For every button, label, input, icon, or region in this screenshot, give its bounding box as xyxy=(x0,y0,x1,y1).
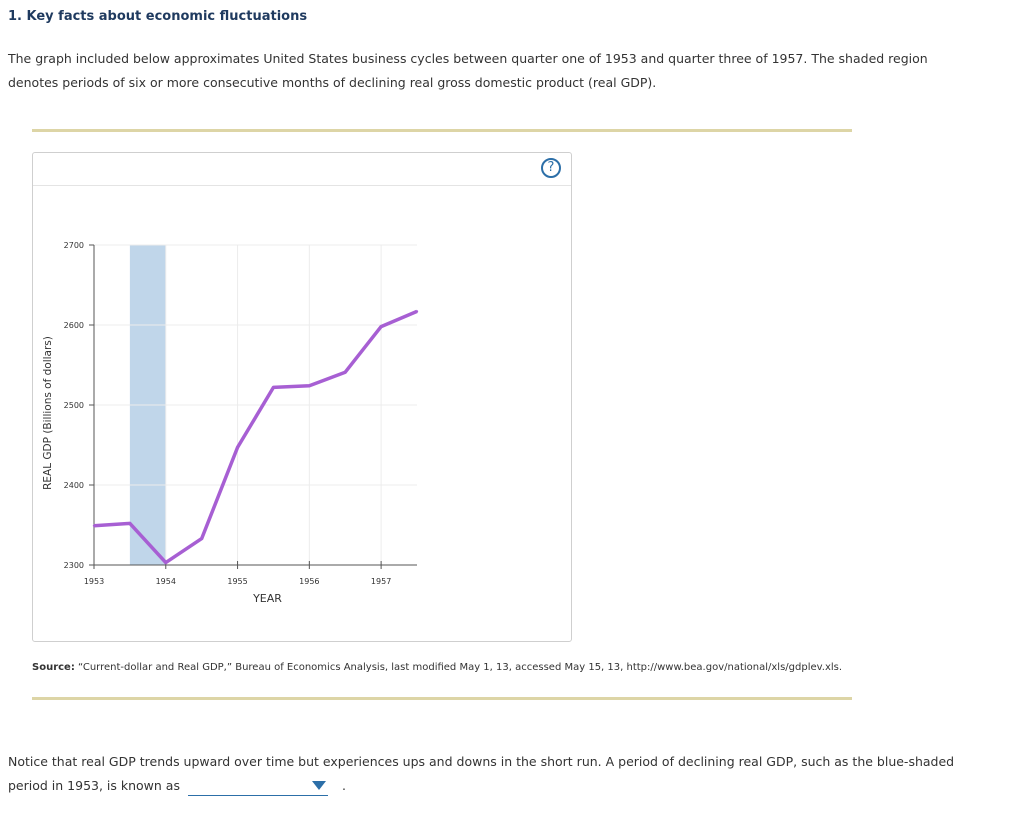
y-tick-label: 2300 xyxy=(64,561,84,570)
question-intro: The graph included below approximates Un… xyxy=(8,51,928,90)
notice-paragraph: Notice that real GDP trends upward over … xyxy=(8,750,988,798)
gdp-line-chart: 2300 2400 2500 2600 2700 1953 1954 1955 1956 1957… xyxy=(42,241,419,605)
gdp-data-point xyxy=(415,310,419,313)
y-tick-label: 2600 xyxy=(64,321,84,330)
x-tick-label: 1956 xyxy=(299,577,319,586)
top-divider xyxy=(32,129,852,132)
graph-panel: ? 2300 2400 2500 2600 2700 1953 1954 1955 1956 19… xyxy=(32,152,572,642)
y-tick-label: 2400 xyxy=(64,481,84,490)
gdp-data-point xyxy=(308,384,311,387)
gdp-series-line xyxy=(93,309,418,565)
gdp-data-point xyxy=(164,561,167,564)
question-title: 1. Key facts about economic fluctuations xyxy=(8,9,308,24)
answer-dropdown[interactable] xyxy=(187,777,328,796)
gdp-data-point xyxy=(200,537,203,540)
y-axis-title: REAL GDP (Billions of dollars) xyxy=(42,336,54,490)
x-tick-label: 1957 xyxy=(371,577,391,586)
help-icon[interactable]: ? xyxy=(541,158,561,178)
gdp-data-point xyxy=(379,325,383,328)
graph-panel-header: ? xyxy=(33,153,571,186)
gdp-data-point xyxy=(128,522,132,525)
gdp-data-point xyxy=(236,446,239,449)
source-text: “Current-dollar and Real GDP,” Bureau of… xyxy=(78,662,843,673)
chevron-down-icon[interactable] xyxy=(311,781,326,790)
source-citation: Source: “Current-dollar and Real GDP,” B… xyxy=(32,662,842,673)
x-axis-title: YEAR xyxy=(252,592,282,605)
x-tick-label: 1955 xyxy=(227,577,247,586)
source-label: Source: xyxy=(32,662,75,673)
notice-text: Notice that real GDP trends upward over … xyxy=(8,754,955,793)
bottom-divider xyxy=(32,697,852,700)
sentence-end: . xyxy=(341,778,346,793)
gdp-data-point xyxy=(344,371,347,374)
gdp-data-point xyxy=(92,524,96,527)
y-tick-label: 2700 xyxy=(64,241,84,250)
x-tick-label: 1954 xyxy=(156,577,176,586)
x-tick-label: 1953 xyxy=(84,577,104,586)
y-tick-label: 2500 xyxy=(64,401,84,410)
gdp-data-point xyxy=(272,386,275,389)
